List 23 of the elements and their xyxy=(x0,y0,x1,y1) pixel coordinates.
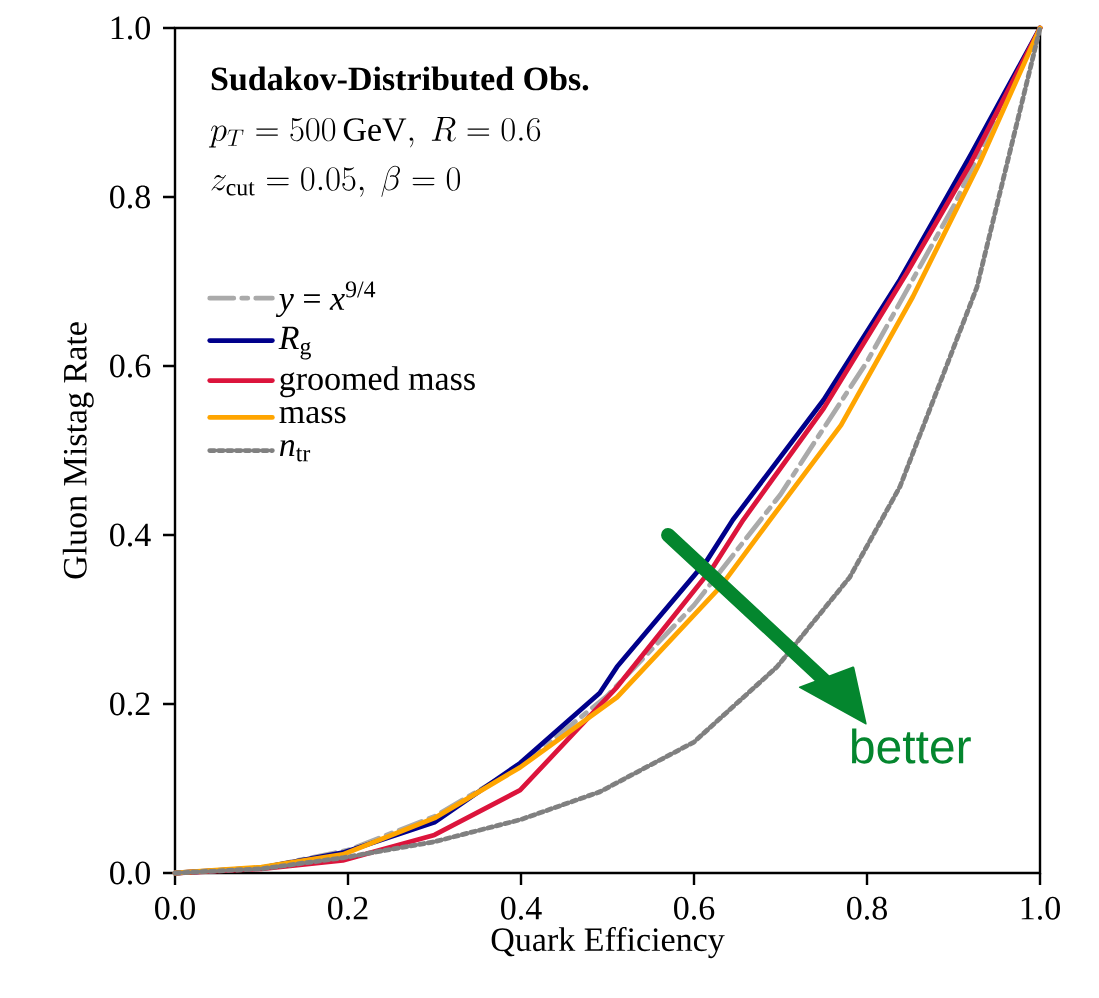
x-tick-label: 0.4 xyxy=(501,896,542,920)
y-tick-label: 0.2 xyxy=(110,692,150,716)
legend-label: groomed mass xyxy=(280,366,475,398)
x-tick-label: 0.6 xyxy=(674,896,715,920)
text: Sudakov-Distributed Obs. xyxy=(211,66,589,91)
annotation: $z_{\mathrm{cut}} = 0.05,\ \beta = 0$ xyxy=(211,165,461,197)
legend-label: n$_{tr}$ xyxy=(279,440,311,462)
legend-label: mass xyxy=(279,406,346,424)
y-tick-label: 0.4 xyxy=(110,523,151,547)
y-tick-label: 0.6 xyxy=(110,354,151,378)
x-axis-title: Quark Efficiency xyxy=(491,926,725,959)
y-axis-title: Gluon Mistag Rate xyxy=(62,322,94,579)
x-tick-label: 0.2 xyxy=(328,896,368,920)
legend-label: y = x$^{9/4}$ xyxy=(275,281,376,318)
annotation: $p_T = 500\,\mathrm{GeV},\ R = 0.6$ xyxy=(208,117,541,148)
x-tick-label: 0.0 xyxy=(155,896,195,920)
x-tick-label: 1.0 xyxy=(1021,896,1060,920)
legend-label: R$_{g}$ xyxy=(278,326,311,360)
annotation: better xyxy=(851,728,971,764)
y-tick-label: 0.8 xyxy=(110,185,150,209)
x-tick-label: 0.8 xyxy=(847,896,887,920)
y-tick-label: 1.0 xyxy=(111,16,150,40)
y-tick-label: 0.0 xyxy=(110,861,150,885)
